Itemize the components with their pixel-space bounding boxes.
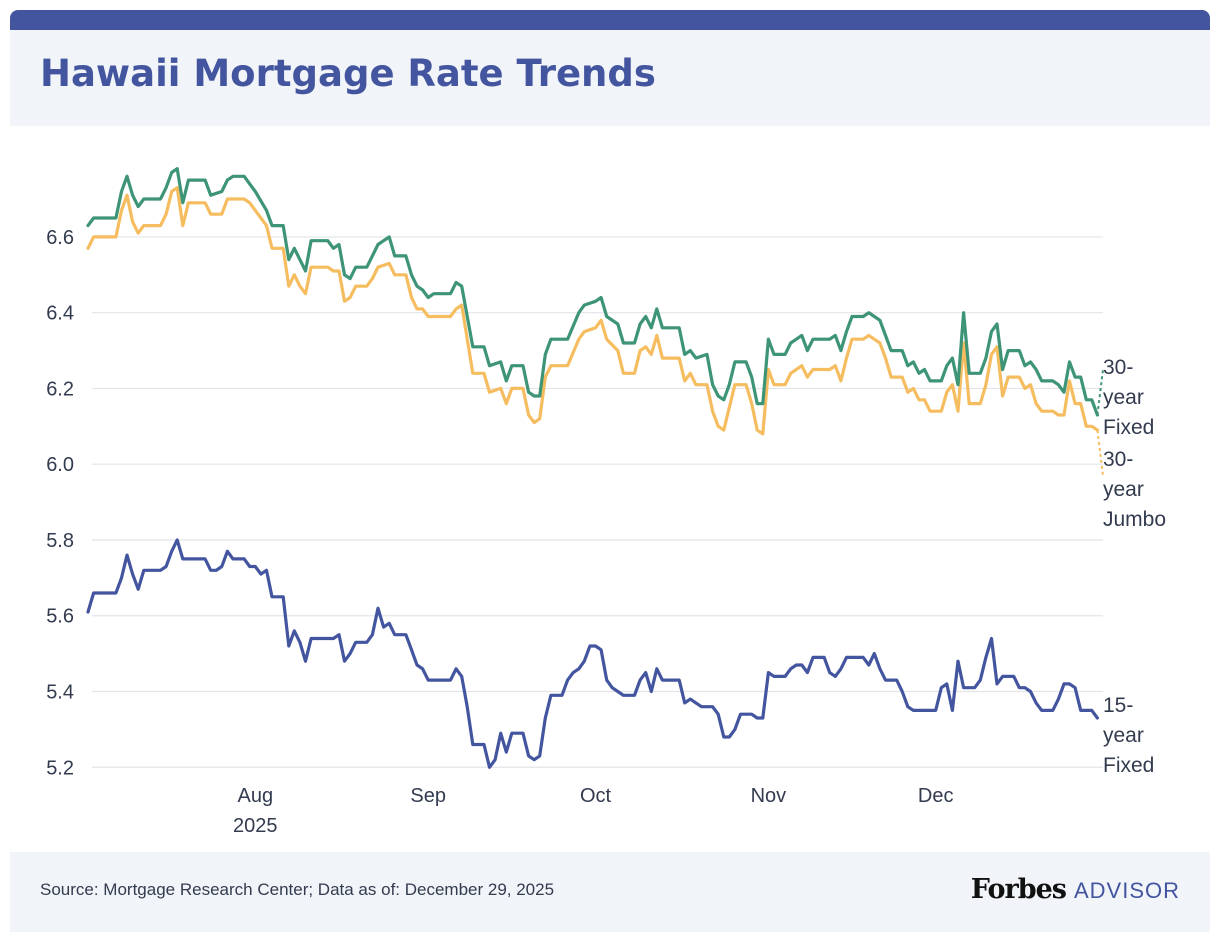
x-tick-sublabel: 2025 [233,815,278,837]
forbes-advisor-logo: Forbes ADVISOR [971,874,1180,905]
series-line [86,186,1099,436]
series-group [86,167,1104,769]
y-axis-ticks: 5.2 5.4 5.6 5.8 6.0 6.2 6.4 6.6 [46,227,74,779]
source-note: Source: Mortgage Research Center; Data a… [40,880,555,899]
brand-name: Forbes [970,874,1067,905]
series-line [86,538,1099,769]
brand-subtitle: ADVISOR [1073,878,1180,903]
series-label-line: Fixed [1103,416,1154,439]
line-chart: 5.2 5.4 5.6 5.8 6.0 6.2 6.4 6.6 Aug 2025 Sep Oct No… [46,167,1166,837]
y-tick-label: 5.6 [46,606,74,628]
y-tick-label: 6.6 [46,227,74,249]
series-label-line: 30- [1103,356,1133,379]
series-label-line: year [1103,724,1144,747]
x-tick-label: Dec [918,785,954,807]
y-tick-label: 5.8 [46,530,74,552]
series-label-line: Fixed [1103,754,1154,777]
y-tick-label: 6.4 [46,303,74,325]
series-label-line: 15- [1103,694,1133,717]
series-label-line: year [1103,478,1144,501]
y-tick-label: 5.4 [46,682,74,704]
series-line [86,167,1099,417]
x-axis-ticks: Aug 2025 Sep Oct Nov Dec [233,785,953,837]
x-tick-label: Aug [238,785,274,807]
x-tick-label: Nov [751,785,787,807]
series-trend-line [1096,429,1104,476]
grid-lines [92,236,1103,768]
chart-footer: Source: Mortgage Research Center; Data a… [10,852,1210,932]
top-accent-bar [10,10,1210,30]
series-trend-line [1096,369,1104,416]
series-label-line: year [1103,386,1144,409]
x-tick-label: Oct [580,785,612,807]
series-label-line: Jumbo [1103,508,1166,531]
series-labels: 30- year Fixed 30- year Jumbo 15- year Fixed [1103,356,1166,777]
y-tick-label: 6.2 [46,378,74,400]
y-tick-label: 6.0 [46,454,74,476]
x-tick-label: Sep [410,785,446,807]
y-tick-label: 5.2 [46,757,74,779]
series-label-line: 30- [1103,448,1133,471]
chart-header: Hawaii Mortgage Rate Trends [10,30,1210,126]
chart-title: Hawaii Mortgage Rate Trends [40,52,656,95]
